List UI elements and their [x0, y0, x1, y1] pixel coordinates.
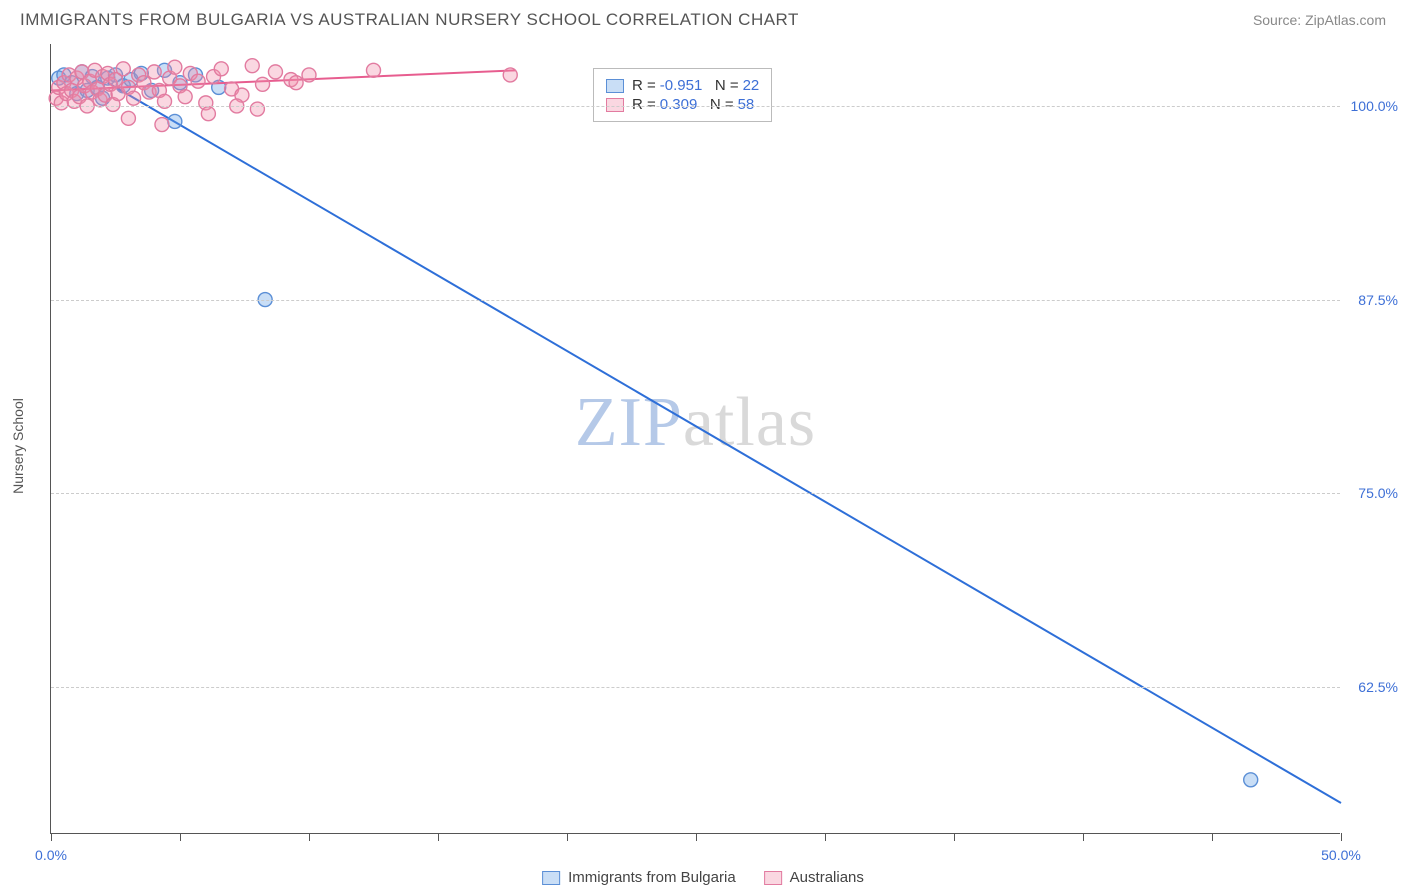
x-tick — [954, 833, 955, 841]
legend-stats: R =-0.951 N =22 — [632, 77, 759, 94]
legend-swatch-icon — [606, 98, 624, 112]
legend-swatch-icon — [606, 79, 624, 93]
data-point — [191, 74, 205, 88]
x-tick-label: 0.0% — [35, 847, 67, 863]
x-tick — [180, 833, 181, 841]
x-tick-label: 50.0% — [1321, 847, 1361, 863]
bottom-legend: Immigrants from Bulgaria Australians — [542, 869, 864, 886]
bottom-legend-item: Australians — [764, 869, 864, 886]
y-tick-label: 87.5% — [1358, 292, 1398, 308]
correlation-legend: R =-0.951 N =22 R =0.309 N =58 — [593, 68, 772, 122]
data-point — [178, 90, 192, 104]
data-point — [214, 62, 228, 76]
legend-stats: R =0.309 N =58 — [632, 96, 754, 113]
legend-row: R =-0.951 N =22 — [606, 77, 759, 94]
data-point — [201, 107, 215, 121]
legend-swatch-icon — [542, 871, 560, 885]
y-tick-label: 62.5% — [1358, 679, 1398, 695]
data-point — [503, 68, 517, 82]
data-point — [250, 102, 264, 116]
chart-source: Source: ZipAtlas.com — [1253, 12, 1386, 28]
gridline — [51, 106, 1340, 107]
x-tick — [825, 833, 826, 841]
chart-svg — [51, 44, 1340, 833]
gridline — [51, 300, 1340, 301]
chart-plot-area: ZIPatlas R =-0.951 N =22R =0.309 N =58 6… — [50, 44, 1340, 834]
data-point — [289, 76, 303, 90]
gridline — [51, 687, 1340, 688]
data-point — [155, 118, 169, 132]
chart-header: IMMIGRANTS FROM BULGARIA VS AUSTRALIAN N… — [0, 0, 1406, 36]
bottom-legend-label: Australians — [790, 869, 864, 886]
y-axis-title: Nursery School — [10, 398, 26, 494]
data-point — [127, 91, 141, 105]
data-point — [302, 68, 316, 82]
data-point — [147, 65, 161, 79]
y-tick-label: 75.0% — [1358, 485, 1398, 501]
data-point — [116, 62, 130, 76]
x-tick — [438, 833, 439, 841]
data-point — [245, 59, 259, 73]
data-point — [168, 114, 182, 128]
legend-row: R =0.309 N =58 — [606, 96, 759, 113]
data-point — [168, 60, 182, 74]
legend-swatch-icon — [764, 871, 782, 885]
x-tick — [1212, 833, 1213, 841]
x-tick — [567, 833, 568, 841]
x-tick — [696, 833, 697, 841]
data-point — [121, 111, 135, 125]
y-tick-label: 100.0% — [1351, 98, 1398, 114]
bottom-legend-item: Immigrants from Bulgaria — [542, 869, 736, 886]
data-point — [367, 63, 381, 77]
x-tick — [1083, 833, 1084, 841]
regression-line — [108, 83, 1341, 803]
data-point — [1244, 773, 1258, 787]
gridline — [51, 493, 1340, 494]
data-point — [256, 77, 270, 91]
x-tick — [1341, 833, 1342, 841]
x-tick — [309, 833, 310, 841]
bottom-legend-label: Immigrants from Bulgaria — [568, 869, 736, 886]
chart-title: IMMIGRANTS FROM BULGARIA VS AUSTRALIAN N… — [20, 10, 799, 30]
x-tick — [51, 833, 52, 841]
data-point — [268, 65, 282, 79]
